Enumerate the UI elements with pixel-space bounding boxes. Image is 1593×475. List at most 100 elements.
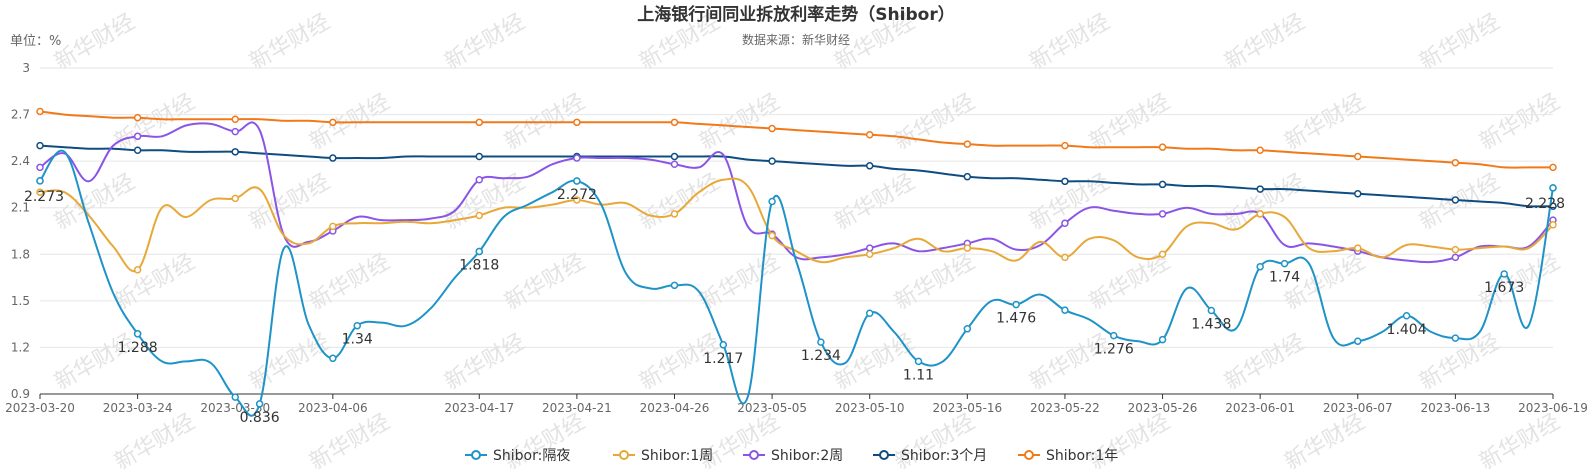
data-point [1012, 300, 1020, 309]
data-label: 2.228 [1525, 196, 1565, 212]
watermark-text: 新华财经 [246, 170, 335, 236]
data-point [133, 113, 142, 122]
data-point [817, 338, 825, 346]
data-point [1549, 184, 1557, 192]
data-point [133, 330, 142, 338]
x-tick-label: 2023-04-17 [444, 401, 514, 415]
y-tick-label: 0.9 [11, 387, 30, 401]
data-point [329, 154, 337, 162]
legend-label: Shibor:隔夜 [493, 448, 570, 464]
data-point [1061, 177, 1069, 186]
x-tick-label: 2023-05-22 [1030, 401, 1100, 415]
data-point [1256, 185, 1264, 193]
legend: Shibor:隔夜 Shibor:1周 Shibor:2周 Shibor:3个月 Shi… [465, 448, 1118, 464]
watermark-text: 新华财经 [441, 10, 530, 76]
data-point [573, 118, 581, 127]
data-point [1061, 253, 1069, 262]
data-point [255, 400, 264, 408]
data-point [1549, 221, 1557, 229]
data-point [475, 247, 484, 256]
watermark-text: 新华财经 [1416, 10, 1505, 76]
data-point [573, 154, 581, 162]
legend-label: Shibor:1周 [641, 448, 713, 464]
watermark-text: 新华财经 [1221, 10, 1310, 76]
data-point [1354, 152, 1362, 161]
watermark-text: 新华财经 [1086, 250, 1175, 316]
watermark-text: 新华财经 [306, 410, 395, 475]
series-line-3 [39, 144, 1554, 208]
x-tick-label: 2023-06-01 [1225, 401, 1295, 415]
data-point [1109, 331, 1118, 340]
watermark-text: 新华财经 [1086, 410, 1175, 475]
data-point [133, 266, 142, 274]
data-point [963, 140, 972, 148]
data-label: 1.234 [801, 348, 841, 364]
data-point [865, 162, 874, 170]
data-point [329, 354, 337, 363]
watermark-text: 新华财经 [246, 330, 335, 396]
data-point [719, 341, 728, 349]
watermark-text: 新华财经 [1221, 330, 1310, 396]
data-point [963, 325, 972, 333]
data-label: 1.34 [342, 332, 373, 348]
x-axis: 2023-03-20 2023-03-24 2023-03-30 2023-04-06… [5, 393, 1588, 415]
data-point [1354, 244, 1362, 252]
watermark-text: 新华财经 [891, 410, 980, 475]
watermark-text: 新华财经 [501, 410, 590, 475]
x-tick-label: 2023-04-21 [542, 401, 612, 415]
watermark-text: 新华财经 [246, 10, 335, 76]
data-point [914, 357, 923, 366]
watermark-text: 新华财经 [51, 10, 140, 76]
data-point [475, 176, 484, 184]
y-tick-label: 2.4 [11, 154, 30, 168]
watermark-text: 新华财经 [1221, 170, 1310, 236]
data-point [36, 163, 44, 172]
watermark-text: 新华财经 [441, 330, 530, 396]
data-point [36, 177, 44, 185]
data-point [231, 148, 239, 156]
series-layer [36, 107, 1557, 417]
data-label: 2.273 [24, 189, 64, 205]
watermark-text: 新华财经 [111, 90, 200, 156]
watermark-text: 新华财经 [306, 250, 395, 316]
data-label: 1.673 [1484, 280, 1524, 296]
x-tick-label: 2023-03-30 [200, 401, 270, 415]
x-tick-label: 2023-05-16 [932, 401, 1002, 415]
x-tick-label: 2023-06-13 [1421, 401, 1491, 415]
data-point [1061, 141, 1069, 150]
series-line-0 [39, 149, 1554, 417]
data-point [1354, 189, 1362, 198]
data-point [670, 152, 679, 161]
chart-subtitle: 数据来源：新华财经 [742, 32, 850, 47]
data-point [768, 231, 776, 240]
data-labels: 2.273 1.288 0.836 1.34 1.818 2.272 1.217 1.234 1… [24, 187, 1565, 426]
x-tick-label: 2023-05-10 [835, 401, 905, 415]
data-point [1256, 262, 1264, 271]
legend-swatch-marker [619, 450, 629, 460]
x-tick-label: 2023-06-19 [1518, 401, 1588, 415]
data-label: 0.836 [240, 410, 280, 426]
data-point [768, 157, 776, 165]
data-point [1256, 210, 1264, 218]
y-axis: 0.9 1.2 1.5 1.8 2.1 2.4 2.7 3 [11, 61, 30, 401]
data-point [865, 131, 874, 139]
data-point [1207, 306, 1216, 315]
data-point [963, 172, 972, 181]
y-tick-label: 1.2 [11, 340, 30, 354]
data-point [865, 244, 874, 252]
data-point [231, 393, 239, 401]
data-point [231, 194, 239, 203]
unit-label: 单位：% [10, 34, 61, 49]
x-tick-label: 2023-04-06 [298, 401, 368, 415]
data-label: 1.818 [459, 257, 499, 273]
data-point [1061, 306, 1069, 314]
data-point [768, 124, 776, 133]
watermark-text: 新华财经 [1476, 410, 1565, 475]
legend-swatch-marker [749, 450, 759, 460]
data-point [768, 197, 776, 206]
watermark-text: 新华财经 [111, 410, 200, 475]
data-point [1500, 270, 1508, 278]
data-label: 2.272 [557, 187, 597, 203]
data-point [133, 132, 142, 141]
